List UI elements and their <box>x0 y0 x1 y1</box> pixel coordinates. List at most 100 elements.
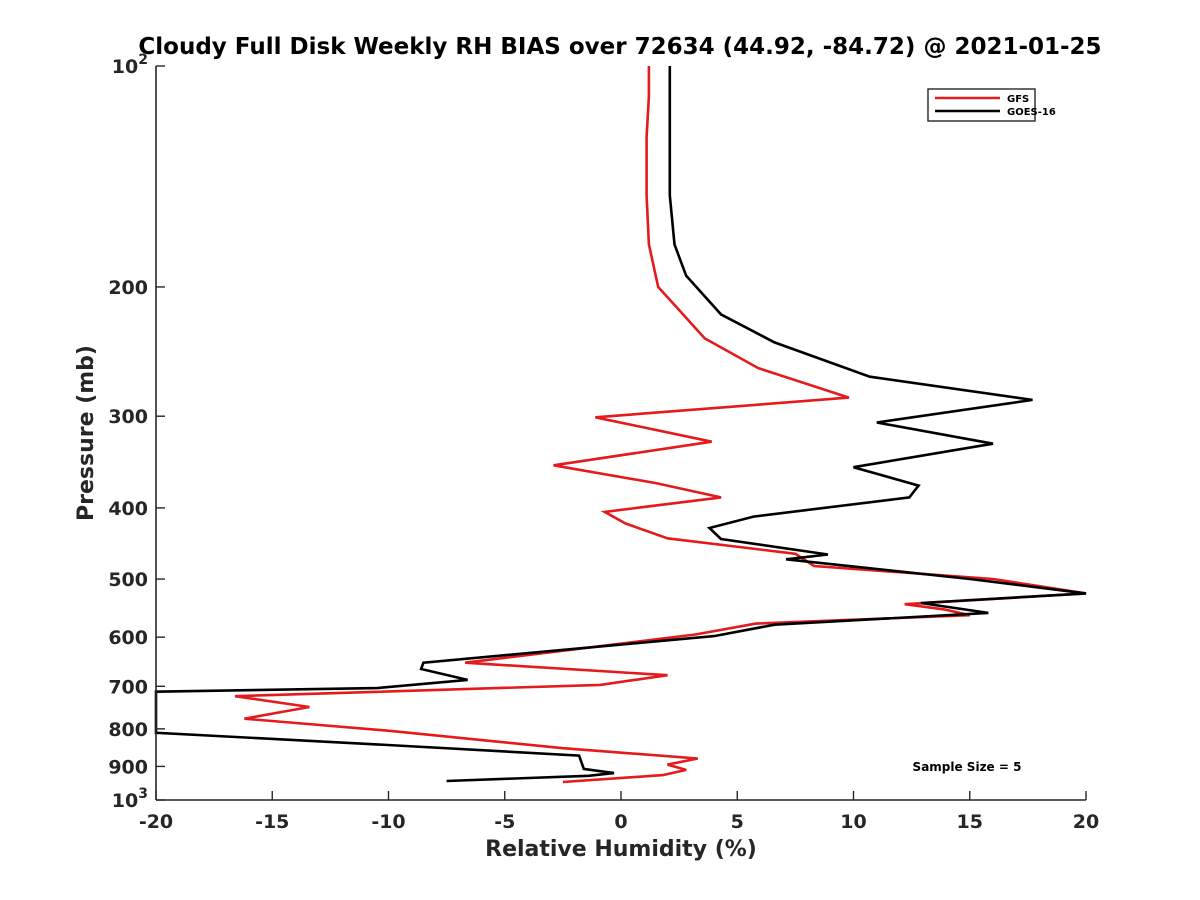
y-tick-label: 800 <box>108 719 148 741</box>
y-tick-label: 200 <box>108 277 148 299</box>
data-point-goes-16-1 <box>669 96 670 97</box>
data-point-goes-16-17 <box>720 538 721 539</box>
data-point-gfs-18 <box>795 553 796 554</box>
data-point-gfs-20 <box>992 578 993 579</box>
y-tick-label: 103 <box>112 786 148 812</box>
data-point-gfs-3 <box>646 195 647 196</box>
legend: GFS GOES-16 <box>927 88 1056 122</box>
x-tick-label: -15 <box>255 811 289 833</box>
data-point-gfs-31 <box>309 706 310 707</box>
data-point-goes-16-4 <box>674 244 675 245</box>
data-point-goes-16-34 <box>583 768 584 769</box>
data-point-goes-16-22 <box>920 602 921 603</box>
data-point-gfs-14 <box>720 497 721 498</box>
data-point-gfs-26 <box>695 634 696 635</box>
data-point-gfs-37 <box>686 769 687 770</box>
data-point-gfs-0 <box>648 65 649 66</box>
data-point-goes-16-11 <box>992 443 993 444</box>
data-point-gfs-28 <box>667 675 668 676</box>
data-point-gfs-12 <box>553 465 554 466</box>
y-tick-label: 900 <box>108 756 148 778</box>
data-point-goes-16-28 <box>467 679 468 680</box>
data-point-gfs-36 <box>667 764 668 765</box>
y-tick-label: 300 <box>108 406 148 428</box>
legend-box <box>927 88 1036 122</box>
x-tick-label: 0 <box>614 811 627 833</box>
legend-label-goes-16: GOES-16 <box>1007 107 1056 118</box>
data-point-goes-16-7 <box>774 342 775 343</box>
data-point-gfs-34 <box>562 748 563 749</box>
data-point-goes-16-2 <box>669 137 670 138</box>
data-point-goes-16-23 <box>988 612 989 613</box>
data-point-gfs-5 <box>658 286 659 287</box>
data-point-gfs-8 <box>758 368 759 369</box>
x-tick-label: 5 <box>731 811 744 833</box>
data-point-goes-16-10 <box>876 422 877 423</box>
data-point-goes-16-33 <box>579 755 580 756</box>
data-point-gfs-33 <box>390 730 391 731</box>
data-point-goes-16-12 <box>853 467 854 468</box>
y-tick-label: 500 <box>108 569 148 591</box>
sample-size-annotation: Sample Size = 5 <box>913 760 1022 774</box>
data-point-goes-16-32 <box>376 744 377 745</box>
x-tick-label: -10 <box>371 811 405 833</box>
data-point-gfs-23 <box>944 609 945 610</box>
data-point-gfs-32 <box>244 718 245 719</box>
x-tick-label: 15 <box>957 811 983 833</box>
data-point-gfs-38 <box>662 775 663 776</box>
data-point-goes-16-16 <box>709 527 710 528</box>
data-point-gfs-10 <box>595 417 596 418</box>
data-point-gfs-4 <box>648 244 649 245</box>
x-axis-label: Relative Humidity (%) <box>485 837 757 862</box>
data-point-goes-16-8 <box>869 376 870 377</box>
data-point-goes-16-24 <box>774 624 775 625</box>
data-point-gfs-35 <box>697 758 698 759</box>
data-point-goes-16-0 <box>669 65 670 66</box>
data-point-goes-16-27 <box>421 668 422 669</box>
y-tick-label: 400 <box>108 498 148 520</box>
data-point-goes-16-29 <box>376 688 377 689</box>
x-ticks: -20 -15 -10 -5 0 5 10 15 20 <box>139 791 1099 833</box>
data-point-goes-16-14 <box>909 497 910 498</box>
data-point-gfs-22 <box>904 604 905 605</box>
data-point-gfs-30 <box>234 696 235 697</box>
y-tick-label: 700 <box>108 676 148 698</box>
data-point-gfs-11 <box>711 441 712 442</box>
x-tick-label: -5 <box>494 811 515 833</box>
x-tick-label: 20 <box>1073 811 1099 833</box>
data-point-gfs-19 <box>813 565 814 566</box>
data-point-goes-16-6 <box>720 314 721 315</box>
data-point-gfs-7 <box>704 338 705 339</box>
data-point-gfs-16 <box>625 523 626 524</box>
data-point-gfs-25 <box>755 623 756 624</box>
data-point-gfs-6 <box>679 309 680 310</box>
data-point-gfs-29 <box>600 684 601 685</box>
data-point-gfs-39 <box>562 781 563 782</box>
chart-title: Cloudy Full Disk Weekly RH BIAS over 726… <box>138 34 1101 60</box>
y-ticks: 102 200 300 400 500 600 700 800 900 103 <box>108 52 165 812</box>
y-axis-label: Pressure (mb) <box>74 345 99 521</box>
data-point-goes-16-36 <box>588 775 589 776</box>
data-point-goes-16-18 <box>827 554 828 555</box>
data-point-goes-16-21 <box>1085 593 1086 594</box>
data-point-gfs-2 <box>646 137 647 138</box>
data-point-gfs-15 <box>604 511 605 512</box>
data-point-gfs-1 <box>648 96 649 97</box>
data-point-goes-16-26 <box>423 662 424 663</box>
data-point-goes-16-20 <box>969 578 970 579</box>
data-point-gfs-27 <box>465 662 466 663</box>
data-point-gfs-17 <box>667 538 668 539</box>
data-point-goes-16-15 <box>753 516 754 517</box>
data-point-goes-16-13 <box>918 485 919 486</box>
x-tick-label: 10 <box>840 811 866 833</box>
data-point-goes-16-5 <box>686 275 687 276</box>
data-point-goes-16-3 <box>669 195 670 196</box>
data-point-gfs-13 <box>655 483 656 484</box>
data-point-goes-16-25 <box>713 636 714 637</box>
x-tick-label: -20 <box>139 811 173 833</box>
legend-label-gfs: GFS <box>1007 94 1029 105</box>
data-point-gfs-9 <box>848 397 849 398</box>
data-point-goes-16-37 <box>446 780 447 781</box>
data-point-goes-16-35 <box>613 773 614 774</box>
